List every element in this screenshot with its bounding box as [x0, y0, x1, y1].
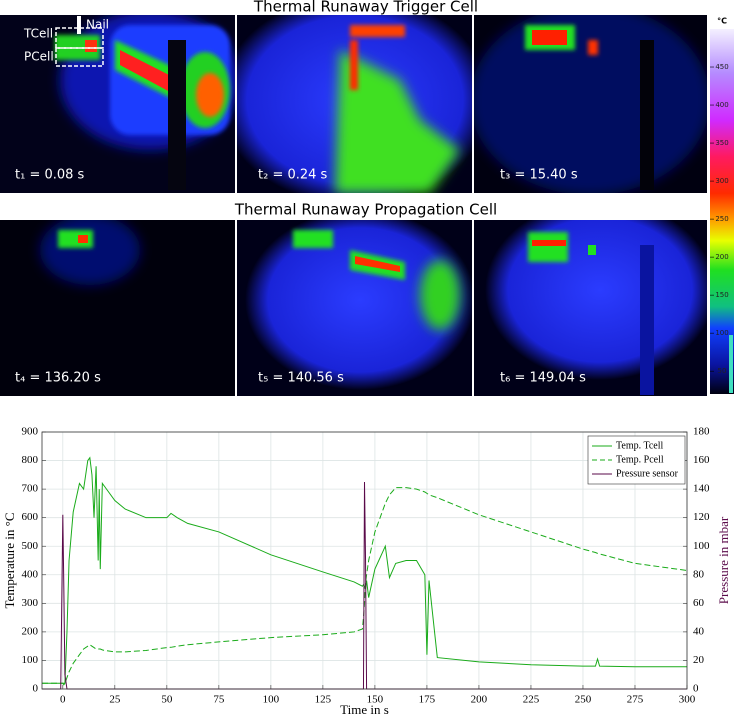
- annotation: Nail: [86, 18, 109, 32]
- colorbar-unit: °C: [717, 17, 727, 26]
- y2-tick-label: 180: [693, 426, 710, 438]
- y2-tick-label: 140: [693, 483, 710, 495]
- x-tick-label: 75: [213, 694, 225, 706]
- x-tick-label: 100: [263, 694, 280, 706]
- y2-tick-label: 100: [693, 540, 710, 552]
- panel-label: t₁ = 0.08 s: [15, 168, 85, 183]
- x-tick-label: 175: [419, 694, 436, 706]
- x-tick-label: 150: [367, 694, 384, 706]
- y2-tick-label: 60: [693, 597, 705, 609]
- x-axis-label: Time in s: [340, 702, 389, 716]
- y-axis-label: Temperature in °C: [2, 513, 17, 609]
- colorbar-tick-label: 250: [715, 215, 728, 223]
- row-title: Thermal Runaway Trigger Cell: [253, 0, 478, 16]
- x-tick-label: 275: [627, 694, 644, 706]
- y2-tick-label: 80: [693, 568, 705, 580]
- legend-label: Temp. Tcell: [616, 440, 664, 451]
- thermal-panel: t₃ = 15.40 s: [474, 15, 707, 193]
- series-line: [42, 456, 687, 684]
- series-line: [42, 487, 688, 686]
- x-tick-label: 50: [161, 694, 173, 706]
- thermal-panel: t₅ = 140.56 s: [237, 220, 472, 396]
- x-tick-label: 225: [523, 694, 540, 706]
- y2-tick-label: 160: [693, 454, 710, 466]
- colorbar-tick-label: 100: [715, 329, 728, 337]
- thermal-panel: Nail TCell PCell t₁ = 0.08 s: [0, 15, 235, 193]
- x-tick-label: 125: [315, 694, 332, 706]
- annotation: TCell: [23, 27, 53, 41]
- annotation: PCell: [24, 50, 54, 64]
- panel-label: t₆ = 149.04 s: [500, 371, 586, 386]
- colorbar-tick-label: 350: [715, 139, 728, 147]
- x-tick-label: 0: [60, 694, 66, 706]
- y-tick-label: 900: [22, 426, 39, 438]
- thermal-panel: t₆ = 149.04 s: [474, 220, 707, 396]
- y2-tick-label: 120: [693, 511, 710, 523]
- y-tick-label: 800: [22, 454, 39, 466]
- x-tick-label: 25: [109, 694, 121, 706]
- y-tick-label: 400: [22, 568, 39, 580]
- thermal-panel: t₄ = 136.20 s: [0, 220, 235, 396]
- thermal-panel: t₂ = 0.24 s: [237, 15, 472, 193]
- line-chart: 0 25 50 75 100 125 150 175 200 225 250 275 300010020…: [2, 426, 731, 716]
- y-tick-label: 0: [33, 683, 39, 695]
- x-tick-label: 200: [471, 694, 488, 706]
- y-tick-label: 300: [22, 597, 39, 609]
- legend-label: Temp. Pcell: [616, 454, 664, 465]
- colorbar-tick-label: 50: [718, 367, 727, 375]
- row-title: Thermal Runaway Propagation Cell: [234, 201, 497, 219]
- thermal-images: Thermal Runaway Trigger Cell Thermal Run…: [0, 0, 735, 396]
- colorbar-tick-label: 200: [715, 253, 728, 261]
- colorbar: °C 50 100 150 200 250 300 350 400 450: [708, 15, 735, 396]
- legend-label: Pressure sensor: [616, 468, 679, 479]
- x-tick-label: 300: [679, 694, 696, 706]
- x-tick-label: 250: [575, 694, 592, 706]
- y-tick-label: 700: [22, 483, 39, 495]
- colorbar-tick-label: 400: [715, 101, 728, 109]
- y-tick-label: 600: [22, 511, 39, 523]
- plot-frame: [41, 431, 688, 690]
- colorbar-tick-label: 150: [715, 291, 728, 299]
- panel-label: t₂ = 0.24 s: [258, 168, 328, 183]
- y2-tick-label: 20: [693, 654, 705, 666]
- colorbar-tick-label: 300: [715, 177, 728, 185]
- y-tick-label: 500: [22, 540, 39, 552]
- panel-label: t₃ = 15.40 s: [500, 168, 578, 183]
- panel-label: t₄ = 136.20 s: [15, 371, 101, 386]
- y2-tick-label: 40: [693, 625, 705, 637]
- panel-label: t₅ = 140.56 s: [258, 371, 344, 386]
- colorbar-tick-label: 450: [715, 63, 728, 71]
- y-tick-label: 100: [22, 654, 39, 666]
- y-tick-label: 200: [22, 625, 39, 637]
- y2-axis-label: Pressure in mbar: [716, 516, 731, 604]
- y2-tick-label: 0: [693, 683, 699, 695]
